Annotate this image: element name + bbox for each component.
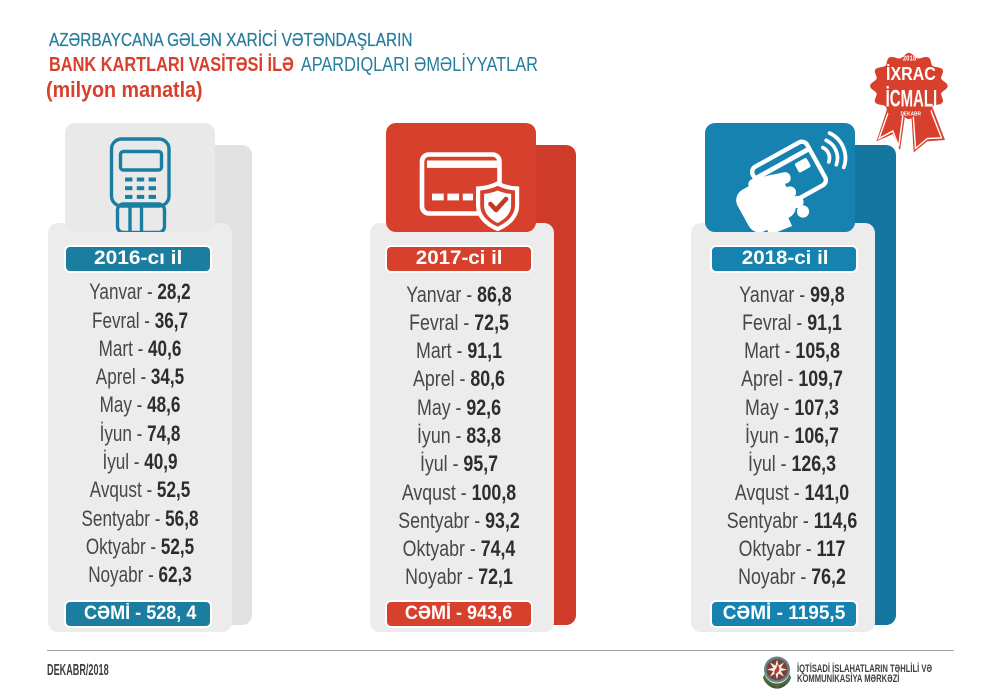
svg-text:İXRAC: İXRAC <box>886 63 936 84</box>
svg-text:DEKABR: DEKABR <box>900 111 921 118</box>
svg-text:2018: 2018 <box>903 55 917 63</box>
svg-text:İCMALI: İCMALI <box>886 85 938 112</box>
